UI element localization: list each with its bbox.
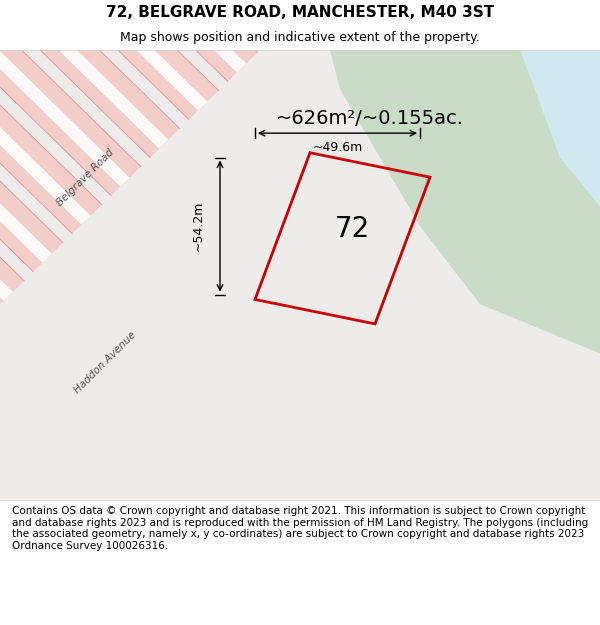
Polygon shape xyxy=(520,50,600,206)
Polygon shape xyxy=(0,0,169,149)
Polygon shape xyxy=(0,0,102,234)
Polygon shape xyxy=(0,0,91,225)
Text: Belgrave Road: Belgrave Road xyxy=(55,147,115,208)
Polygon shape xyxy=(0,0,130,187)
Text: 72, BELGRAVE ROAD, MANCHESTER, M40 3ST: 72, BELGRAVE ROAD, MANCHESTER, M40 3ST xyxy=(106,5,494,20)
Text: 72: 72 xyxy=(335,214,370,243)
Polygon shape xyxy=(0,0,141,196)
Polygon shape xyxy=(330,50,600,353)
Polygon shape xyxy=(0,0,246,72)
Polygon shape xyxy=(0,0,52,262)
Polygon shape xyxy=(0,0,179,158)
Polygon shape xyxy=(0,0,335,6)
Text: ~54.2m: ~54.2m xyxy=(191,201,205,251)
Polygon shape xyxy=(0,0,63,272)
Text: ~49.6m: ~49.6m xyxy=(313,141,362,154)
Text: Haddon Avenue: Haddon Avenue xyxy=(72,330,138,396)
Text: ~626m²/~0.155ac.: ~626m²/~0.155ac. xyxy=(276,109,464,128)
Polygon shape xyxy=(0,0,24,310)
Polygon shape xyxy=(0,0,296,44)
Text: Map shows position and indicative extent of the property.: Map shows position and indicative extent… xyxy=(120,31,480,44)
Polygon shape xyxy=(0,0,13,301)
Polygon shape xyxy=(0,0,285,34)
Polygon shape xyxy=(0,0,257,81)
Text: Contains OS data © Crown copyright and database right 2021. This information is : Contains OS data © Crown copyright and d… xyxy=(12,506,588,551)
Polygon shape xyxy=(0,0,207,111)
Polygon shape xyxy=(0,0,218,119)
